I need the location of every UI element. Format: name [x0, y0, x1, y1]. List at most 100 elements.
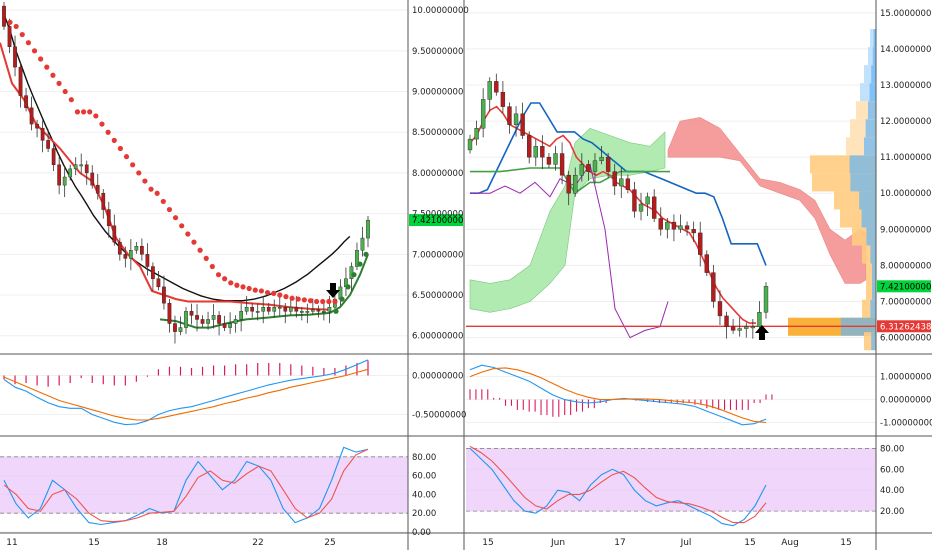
left-candle — [322, 311, 326, 313]
left-candle — [18, 66, 23, 96]
left-candle — [162, 286, 166, 304]
left-candle — [51, 148, 56, 165]
volume-profile-bar-blue — [859, 191, 876, 210]
right-macd-tick-label: 1.00000000 — [880, 373, 931, 383]
parabolic-sar-dot — [62, 88, 68, 95]
parabolic-sar-dot — [271, 290, 277, 296]
right-candle — [744, 326, 749, 329]
parabolic-sar-dot — [166, 206, 173, 213]
parabolic-sar-dot — [130, 162, 136, 168]
right-candle — [711, 272, 716, 302]
parabolic-sar-dot — [345, 284, 351, 290]
volume-profile-bar-blue — [873, 29, 876, 48]
left-x-tick-label: 18 — [156, 538, 168, 548]
left-stoch-tick-label: 60.00 — [412, 472, 436, 482]
candlesticks[interactable] — [2, 1, 769, 344]
volume-profile-bar — [870, 29, 876, 48]
right-price-tick-label: 9.00000000 — [880, 225, 931, 235]
right-stoch-k-line — [469, 448, 767, 527]
right-candle — [480, 99, 486, 129]
left-stoch-d-line — [3, 448, 369, 523]
left-candle — [90, 172, 95, 186]
right-candle — [546, 156, 552, 165]
right-candle — [717, 301, 723, 317]
parabolic-sar-dot — [301, 297, 307, 303]
parabolic-sar-dot — [68, 97, 74, 103]
left-candle — [189, 311, 194, 316]
right-candle — [559, 153, 565, 176]
left-candle — [151, 266, 155, 279]
left-price-tag: 7.42100000 — [412, 216, 463, 226]
parabolic-sar-dot — [339, 296, 345, 302]
right-x-tick-label: 15 — [840, 538, 851, 548]
right-candle — [533, 146, 538, 158]
parabolic-sar-dot — [50, 72, 56, 78]
left-candle — [13, 46, 17, 68]
left-candle — [79, 164, 84, 167]
left-stoch-band — [0, 456, 408, 514]
left-candle — [195, 315, 199, 320]
right-candle — [605, 156, 611, 172]
parabolic-sar-dot — [289, 295, 295, 301]
parabolic-sar-dot — [258, 288, 265, 294]
volume-profile-bar-blue — [861, 209, 876, 228]
parabolic-sar-dot — [246, 285, 252, 292]
left-candle — [46, 140, 50, 149]
right-candle — [665, 221, 670, 230]
left-candle — [239, 311, 244, 320]
left-candle — [222, 323, 227, 328]
left-x-tick-label: 25 — [324, 538, 335, 548]
right-candle — [737, 328, 742, 331]
left-candle — [288, 307, 293, 312]
right-price-tick-label: 7.00000000 — [880, 297, 931, 307]
left-candle — [57, 164, 62, 186]
right-candle — [553, 153, 558, 165]
left-candle — [7, 26, 12, 47]
parabolic-sar-dot — [332, 298, 338, 305]
parabolic-sar-dot — [154, 190, 160, 196]
right-stoch-band — [466, 448, 876, 512]
right-x-tick-label: 15 — [744, 538, 755, 548]
volume-profile-bar-blue — [872, 281, 876, 300]
left-candle — [140, 245, 144, 255]
right-price-tick-label: 8.00000000 — [880, 261, 931, 271]
left-candle — [233, 319, 238, 324]
right-candle — [566, 174, 571, 194]
left-price-tag-bg — [409, 214, 463, 227]
right-candle — [632, 189, 637, 212]
left-candle — [184, 311, 188, 328]
left-candle — [24, 95, 28, 109]
right-candle — [750, 326, 756, 329]
right-candle — [625, 178, 631, 190]
left-x-tick-label: 11 — [6, 538, 17, 548]
arrow-marker — [326, 283, 340, 298]
right-macd-tick-label: 0.00000000 — [880, 396, 931, 406]
right-candle — [757, 312, 762, 327]
parabolic-sar-dot — [13, 23, 19, 30]
markers — [7, 19, 769, 340]
right-candle — [684, 225, 690, 230]
level-tag: 6.31262438 — [880, 322, 931, 332]
right-candle — [467, 138, 473, 151]
volume-profile[interactable] — [788, 29, 876, 351]
right-candle — [612, 171, 617, 187]
parabolic-sar-dot — [185, 231, 191, 237]
left-candle — [128, 250, 133, 259]
left-candle — [310, 309, 315, 312]
left-candle — [145, 254, 150, 267]
right-candle — [678, 225, 683, 230]
parabolic-sar-dot — [203, 255, 209, 261]
left-x-tick-label: 15 — [88, 538, 99, 548]
right-x-tick-label: Jul — [680, 538, 692, 548]
right-candle — [540, 146, 545, 158]
left-candle — [68, 168, 73, 178]
right-price-tag-bg — [877, 280, 931, 293]
left-price-tick-label: 7.00000000 — [412, 250, 463, 260]
parabolic-sar-dot — [197, 247, 203, 253]
arrow-marker — [755, 325, 769, 340]
right-stoch-d-line — [469, 445, 767, 524]
volume-profile-bar — [868, 47, 876, 66]
left-stoch-tick-label: 20.00 — [412, 509, 436, 519]
left-price-tick-label: 9.50000000 — [412, 47, 463, 57]
